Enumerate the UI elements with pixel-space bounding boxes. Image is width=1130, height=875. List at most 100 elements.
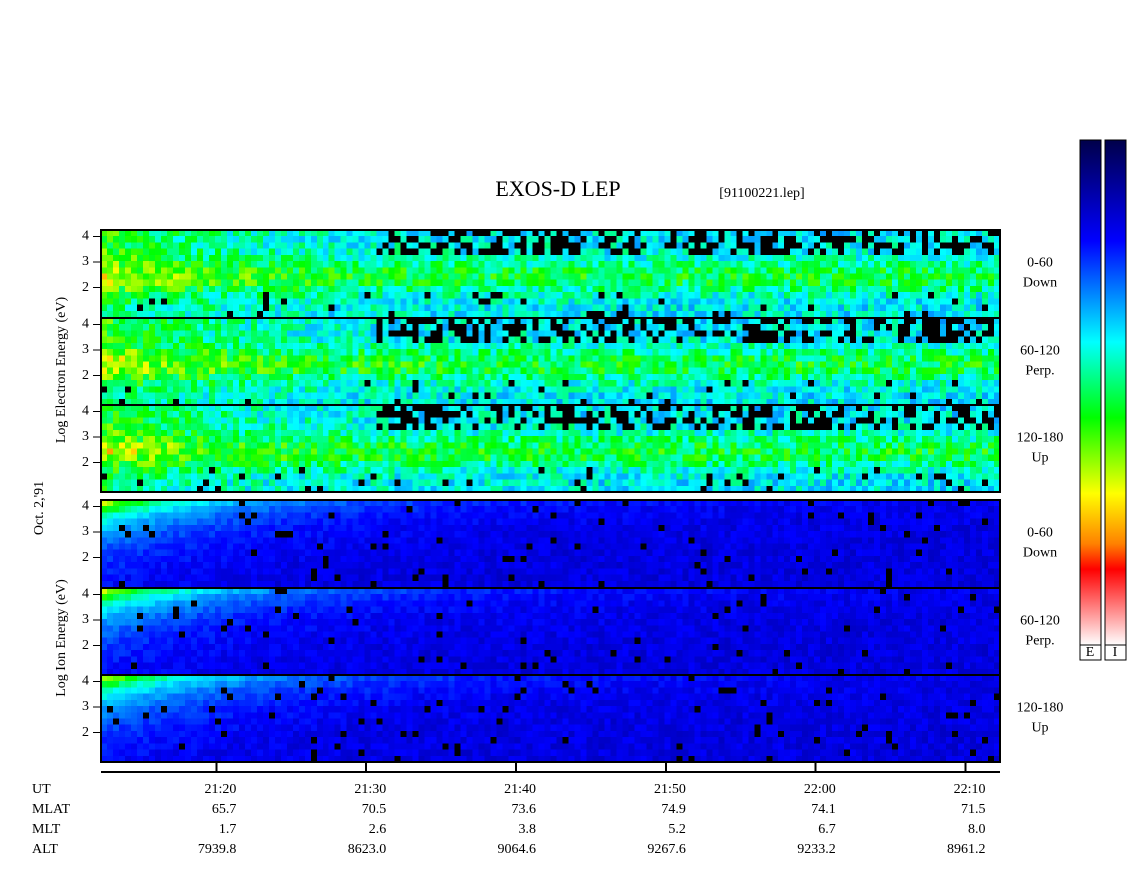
spectrogram-pixel	[706, 367, 713, 375]
spectrogram-pixel	[370, 242, 378, 250]
spectrogram-pixel	[904, 398, 911, 406]
spectrogram-pixel	[400, 324, 408, 331]
spectrogram-pixel	[958, 242, 965, 250]
spectrogram-pixel	[244, 361, 252, 369]
spectrogram-pixel	[238, 230, 246, 237]
spectrogram-pixel	[604, 398, 611, 406]
spectrogram-pixel	[148, 448, 156, 456]
spectrogram-pixel	[448, 310, 456, 318]
spectrogram-pixel	[172, 392, 180, 400]
spectrogram-pixel	[196, 367, 204, 375]
spectrogram-pixel	[316, 285, 324, 293]
spectrogram-pixel	[892, 373, 899, 381]
spectrogram-pixel	[700, 254, 707, 262]
spectrogram-pixel	[916, 273, 923, 281]
spectrogram-pixel	[334, 467, 342, 474]
spectrogram-pixel	[574, 324, 582, 331]
spectrogram-pixel	[802, 392, 809, 400]
spectrogram-pixel	[196, 460, 204, 468]
spectrogram-pixel	[406, 279, 414, 287]
spectrogram-pixel	[490, 242, 498, 250]
spectrogram-pixel	[922, 361, 929, 369]
spectrogram-pixel	[286, 467, 294, 474]
spectrogram-pixel	[604, 355, 611, 363]
spectrogram-pixel	[868, 386, 875, 394]
spectrogram-pixel	[892, 261, 899, 268]
spectrogram-pixel	[148, 361, 156, 369]
spectrogram-pixel	[880, 261, 887, 268]
spectrogram-pixel	[496, 392, 504, 400]
spectrogram-pixel	[562, 398, 570, 406]
spectrogram-pixel	[472, 230, 480, 237]
spectrogram-pixel	[196, 373, 204, 381]
spectrogram-pixel	[154, 304, 162, 312]
spectrogram-pixel	[448, 230, 456, 237]
spectrogram-pixel	[868, 273, 875, 281]
spectrogram-pixel	[154, 423, 162, 431]
spectrogram-pixel	[832, 330, 839, 338]
spectrogram-pixel	[119, 230, 126, 237]
spectrogram-pixel	[856, 324, 863, 331]
spectrogram-pixel	[856, 279, 863, 287]
spectrogram-pixel	[232, 254, 240, 262]
spectrogram-pixel	[922, 279, 929, 287]
spectrogram-pixel	[754, 261, 761, 268]
spectrogram-pixel	[730, 261, 737, 268]
spectrogram-pixel	[364, 417, 372, 425]
spectrogram-pixel	[664, 392, 671, 400]
spectrogram-pixel	[119, 267, 126, 275]
spectrogram-pixel	[286, 261, 294, 268]
spectrogram-pixel	[232, 261, 240, 268]
spectrogram-pixel	[892, 361, 899, 369]
spectrogram-pixel	[658, 254, 665, 262]
spectrogram-pixel	[334, 285, 342, 293]
spectrogram-pixel	[634, 386, 641, 394]
spectrogram-pixel	[826, 349, 833, 356]
spectrogram-pixel	[418, 436, 426, 443]
spectrogram-pixel	[556, 398, 564, 406]
spectrogram-pixel	[238, 473, 246, 481]
spectrogram-pixel	[101, 236, 108, 243]
spectrogram-pixel	[580, 279, 588, 287]
spectrogram-pixel	[976, 273, 983, 281]
spectrogram-pixel	[196, 254, 204, 262]
spectrogram-pixel	[628, 236, 635, 243]
spectrogram-pixel	[364, 318, 372, 325]
spectrogram-pixel	[586, 261, 594, 268]
spectrogram-pixel	[964, 367, 971, 375]
spectrogram-pixel	[298, 361, 306, 369]
spectrogram-pixel	[370, 479, 378, 487]
spectrogram-pixel	[814, 349, 821, 356]
spectrogram-pixel	[856, 236, 863, 243]
spectrogram-pixel	[646, 398, 653, 406]
spectrogram-pixel	[412, 254, 420, 262]
spectrogram-pixel	[544, 267, 552, 275]
spectrogram-pixel	[310, 429, 318, 437]
spectrogram-pixel	[250, 304, 258, 312]
spectrogram-pixel	[310, 479, 318, 487]
spectrogram-pixel	[928, 242, 935, 250]
spectrogram-pixel	[352, 254, 360, 262]
spectrogram-pixel	[202, 310, 210, 318]
spectrogram-pixel	[622, 230, 629, 237]
spectrogram-pixel	[178, 467, 186, 474]
spectrogram-pixel	[928, 392, 935, 400]
spectrogram-pixel	[934, 386, 941, 394]
spectrogram-pixel	[856, 386, 863, 394]
spectrogram-pixel	[274, 405, 282, 412]
spectrogram-pixel	[107, 392, 114, 400]
spectrogram-pixel	[268, 304, 276, 312]
spectrogram-pixel	[586, 273, 594, 281]
spectrogram-pixel	[184, 448, 192, 456]
spectrogram-pixel	[556, 248, 564, 256]
spectrogram-pixel	[184, 236, 192, 243]
spectrogram-pixel	[916, 236, 923, 243]
spectrogram-pixel	[802, 285, 809, 293]
spectrogram-pixel	[208, 485, 216, 493]
spectrogram-pixel	[658, 273, 665, 281]
spectrogram-pixel	[664, 367, 671, 375]
spectrogram-pixel	[316, 392, 324, 400]
spectrogram-pixel	[436, 230, 444, 237]
spectrogram-pixel	[526, 373, 534, 381]
spectrogram-pixel	[268, 298, 276, 306]
